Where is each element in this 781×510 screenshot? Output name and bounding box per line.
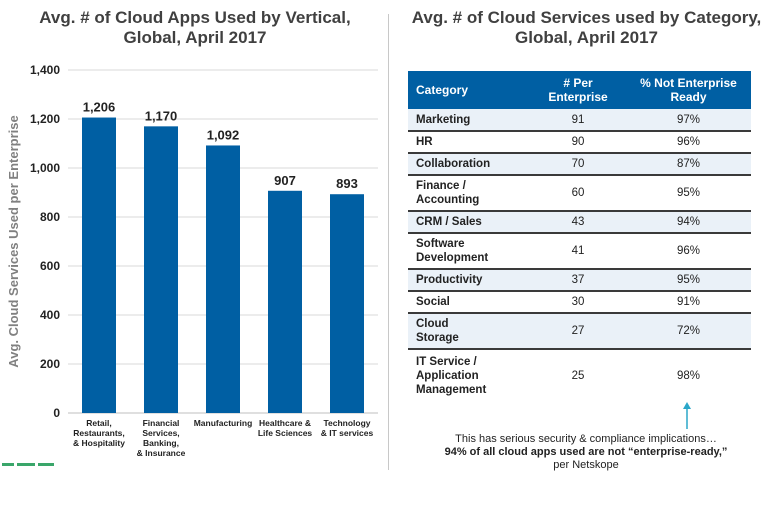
bar xyxy=(144,126,178,413)
cell-category: CRM / Sales xyxy=(408,211,530,234)
bar xyxy=(330,194,364,413)
bar-value-label: 893 xyxy=(336,176,358,191)
panel-divider xyxy=(388,14,389,470)
cell-category: Software Development xyxy=(408,233,530,270)
x-tick-label: Life Sciences xyxy=(258,428,313,438)
cell-per-enterprise: 27 xyxy=(530,313,626,350)
table-row: Software Development 41 96% xyxy=(408,233,751,270)
cell-category: Finance / Accounting xyxy=(408,175,530,212)
header-per-enterprise: # Per Enterprise xyxy=(530,71,626,109)
y-tick-label: 200 xyxy=(40,357,60,371)
header-not-enterprise-ready: % Not Enterprise Ready xyxy=(626,71,751,109)
table-header-row: Category # Per Enterprise % Not Enterpris… xyxy=(408,71,751,109)
y-tick-label: 1,400 xyxy=(30,63,60,77)
x-tick-label: Retail, xyxy=(86,418,112,428)
cell-not-enterprise-ready: 95% xyxy=(626,269,751,292)
cell-per-enterprise: 25 xyxy=(530,349,626,401)
logo-fragment xyxy=(2,463,54,466)
bar-value-label: 1,206 xyxy=(83,100,116,115)
table-title-line-1: Avg. # of Cloud Services used by Categor… xyxy=(411,8,762,27)
bar-value-label: 907 xyxy=(274,173,296,188)
cell-not-enterprise-ready: 72% xyxy=(626,313,751,350)
cell-not-enterprise-ready: 97% xyxy=(626,109,751,132)
table-title-line-2: Global, April 2017 xyxy=(515,28,658,47)
x-tick-label: & Insurance xyxy=(137,448,186,458)
bar xyxy=(82,117,116,413)
cell-category: Collaboration xyxy=(408,153,530,176)
cell-not-enterprise-ready: 96% xyxy=(626,131,751,154)
bar-value-label: 1,092 xyxy=(207,127,240,142)
x-tick-label: Manufacturing xyxy=(194,418,253,428)
cell-per-enterprise: 41 xyxy=(530,233,626,270)
y-tick-label: 0 xyxy=(53,406,60,420)
x-tick-label: Banking, xyxy=(143,438,179,448)
x-tick-label: Financial xyxy=(143,418,180,428)
cell-per-enterprise: 43 xyxy=(530,211,626,234)
cell-not-enterprise-ready: 95% xyxy=(626,175,751,212)
bar xyxy=(206,145,240,413)
cell-not-enterprise-ready: 98% xyxy=(626,349,751,401)
bar xyxy=(268,190,302,413)
footnote-line-1: This has serious security & compliance i… xyxy=(455,433,717,445)
chart-title-line-1: Avg. # of Cloud Apps Used by Vertical, xyxy=(39,8,351,27)
table-row: HR 90 96% xyxy=(408,131,751,154)
table-row: Finance / Accounting 60 95% xyxy=(408,175,751,212)
category-table: Category # Per Enterprise % Not Enterpris… xyxy=(408,71,751,401)
cell-category: IT Service / Application Management xyxy=(408,349,530,401)
cell-per-enterprise: 60 xyxy=(530,175,626,212)
x-tick-label: Restaurants, xyxy=(73,428,125,438)
table-row: Marketing 91 97% xyxy=(408,109,751,132)
footnote-line-3: per Netskope xyxy=(553,459,619,471)
cell-not-enterprise-ready: 87% xyxy=(626,153,751,176)
table-row: Cloud Storage 27 72% xyxy=(408,313,751,350)
table-row: Productivity 37 95% xyxy=(408,269,751,292)
y-tick-label: 1,000 xyxy=(30,161,60,175)
x-tick-label: & Hospitality xyxy=(73,438,125,448)
cell-per-enterprise: 30 xyxy=(530,291,626,314)
cell-not-enterprise-ready: 94% xyxy=(626,211,751,234)
table-row: Social 30 91% xyxy=(408,291,751,314)
cell-not-enterprise-ready: 91% xyxy=(626,291,751,314)
arrow-up-icon xyxy=(683,402,691,429)
y-tick-label: 800 xyxy=(40,210,60,224)
footnote: This has serious security & compliance i… xyxy=(393,433,779,472)
x-tick-label: Healthcare & xyxy=(259,418,311,428)
footnote-line-2: 94% of all cloud apps used are not “ente… xyxy=(444,446,728,458)
bar-value-label: 1,170 xyxy=(145,108,178,123)
header-category: Category xyxy=(408,71,530,109)
y-tick-label: 1,200 xyxy=(30,112,60,126)
cell-category: Social xyxy=(408,291,530,314)
table-row: Collaboration 70 87% xyxy=(408,153,751,176)
x-tick-label: Services, xyxy=(142,428,179,438)
chart-title-line-2: Global, April 2017 xyxy=(123,28,267,47)
x-tick-label: & IT services xyxy=(321,428,374,438)
cell-category: Marketing xyxy=(408,109,530,132)
cell-per-enterprise: 70 xyxy=(530,153,626,176)
y-axis-label: Avg. Cloud Services Used per Enterprise xyxy=(6,115,21,367)
cell-category: Cloud Storage xyxy=(408,313,530,350)
cell-per-enterprise: 37 xyxy=(530,269,626,292)
table-title: Avg. # of Cloud Services used by Categor… xyxy=(392,8,781,48)
table-row: IT Service / Application Management 25 98% xyxy=(408,349,751,401)
x-tick-label: Technology xyxy=(323,418,370,428)
y-tick-label: 600 xyxy=(40,259,60,273)
chart-title: Avg. # of Cloud Apps Used by Vertical, G… xyxy=(0,8,390,48)
table-row: CRM / Sales 43 94% xyxy=(408,211,751,234)
bar-chart: 0 200 400 600 800 1,000 1,200 1,400 Avg. Cloud S… xyxy=(6,63,378,458)
cell-category: HR xyxy=(408,131,530,154)
cell-per-enterprise: 90 xyxy=(530,131,626,154)
y-tick-label: 400 xyxy=(40,308,60,322)
cell-per-enterprise: 91 xyxy=(530,109,626,132)
cell-category: Productivity xyxy=(408,269,530,292)
cell-not-enterprise-ready: 96% xyxy=(626,233,751,270)
